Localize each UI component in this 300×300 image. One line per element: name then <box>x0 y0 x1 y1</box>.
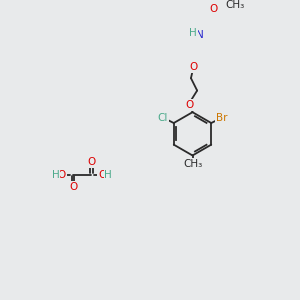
Text: O: O <box>98 170 106 180</box>
Text: O: O <box>58 170 66 180</box>
Text: O: O <box>185 100 194 110</box>
Text: CH₃: CH₃ <box>225 0 244 10</box>
Text: H: H <box>104 170 112 180</box>
Text: H: H <box>52 170 60 180</box>
Text: O: O <box>88 158 96 167</box>
Text: Br: Br <box>216 113 228 123</box>
Text: O: O <box>69 182 77 192</box>
Text: N: N <box>196 30 203 40</box>
Text: O: O <box>189 62 197 72</box>
Text: CH₃: CH₃ <box>183 159 202 169</box>
Text: Cl: Cl <box>158 113 168 123</box>
Text: O: O <box>209 4 217 14</box>
Text: H: H <box>189 28 197 38</box>
